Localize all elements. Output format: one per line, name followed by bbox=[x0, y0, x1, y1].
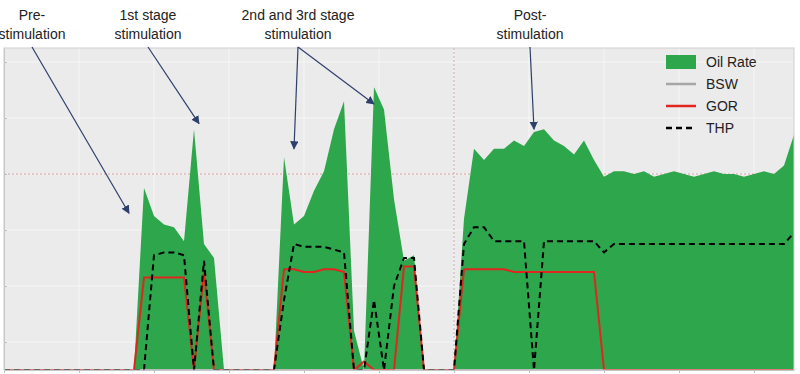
annotation-line: Post- bbox=[514, 7, 547, 23]
series-line bbox=[4, 266, 794, 370]
reference-line-x bbox=[454, 48, 455, 370]
annotation-line: Pre- bbox=[19, 7, 46, 23]
legend-item: THP bbox=[666, 120, 734, 136]
annotation-line: stimulation bbox=[265, 26, 332, 42]
legend-label: GOR bbox=[706, 98, 738, 114]
legend-swatch bbox=[666, 55, 696, 69]
annotation-arrow bbox=[32, 47, 129, 213]
plot-area bbox=[4, 87, 794, 370]
grid bbox=[4, 48, 794, 370]
series-area bbox=[4, 87, 794, 370]
annotation-line: stimulation bbox=[497, 26, 564, 42]
legend-swatch bbox=[666, 105, 696, 108]
legend-label: THP bbox=[706, 120, 734, 136]
reference-lines bbox=[4, 48, 794, 370]
legend-item: Oil Rate bbox=[666, 54, 757, 70]
annotation-line: 1st stage bbox=[120, 7, 177, 23]
legend: Oil Rate BSW GOR THP bbox=[666, 54, 757, 136]
annotation-text: 2nd and 3rd stage stimulation bbox=[242, 7, 355, 42]
annotation-text: 1st stage stimulation bbox=[115, 7, 182, 42]
grid-line-x bbox=[79, 48, 80, 370]
annotation-line: stimulation bbox=[115, 26, 182, 42]
chart-svg: Pre-stimulation1st stagestimulation2nd a… bbox=[0, 0, 800, 374]
legend-item: GOR bbox=[666, 98, 738, 114]
series-line bbox=[4, 227, 794, 370]
legend-item: BSW bbox=[666, 76, 739, 92]
annotation-arrow bbox=[294, 47, 298, 149]
annotation-arrow bbox=[148, 47, 199, 124]
legend-swatch bbox=[666, 127, 696, 130]
grid-line-y bbox=[4, 118, 794, 119]
annotation-arrow bbox=[530, 47, 534, 129]
legend-label: Oil Rate bbox=[706, 54, 757, 70]
annotation-line: stimulation bbox=[0, 26, 65, 42]
annotation-line: 2nd and 3rd stage bbox=[242, 7, 355, 23]
plot-frame bbox=[4, 48, 794, 370]
legend-label: BSW bbox=[706, 76, 739, 92]
chart-container: Pre-stimulation1st stagestimulation2nd a… bbox=[0, 0, 800, 374]
annotation-text: Post-stimulation bbox=[497, 7, 564, 42]
plot-background bbox=[4, 48, 794, 370]
annotation-arrow bbox=[298, 47, 374, 104]
annotations: Pre-stimulation1st stagestimulation2nd a… bbox=[0, 7, 563, 213]
legend-swatch bbox=[666, 83, 696, 86]
grid-line-x bbox=[229, 48, 230, 370]
grid-line-x bbox=[454, 48, 455, 370]
annotation-text: Pre-stimulation bbox=[0, 7, 65, 42]
